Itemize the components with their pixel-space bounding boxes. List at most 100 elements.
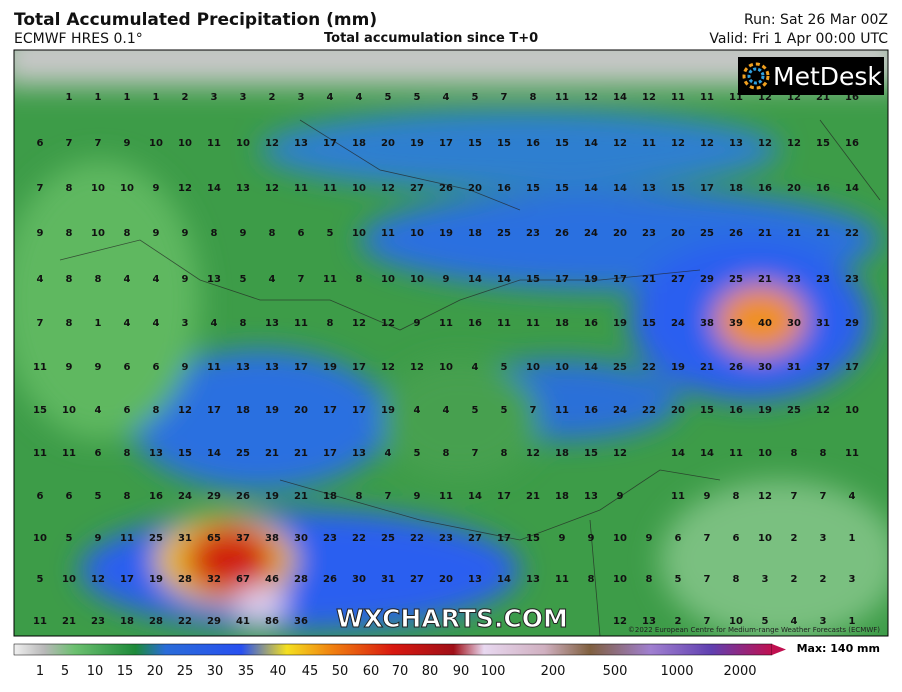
grid-value: 14 [468, 274, 482, 285]
grid-value: 14 [468, 491, 482, 502]
grid-value: 18 [555, 491, 569, 502]
colorbar-label: 100 [481, 664, 506, 679]
grid-value: 4 [472, 362, 479, 373]
grid-value: 1 [849, 616, 856, 627]
colorbar-label: 35 [238, 664, 255, 679]
grid-value: 3 [211, 92, 218, 103]
grid-value: 67 [236, 574, 250, 585]
grid-value: 12 [787, 92, 801, 103]
grid-value: 22 [845, 228, 859, 239]
grid-value: 18 [468, 228, 482, 239]
grid-value: 21 [642, 274, 656, 285]
grid-value: 7 [820, 491, 827, 502]
grid-value: 27 [671, 274, 685, 285]
grid-value: 1 [153, 92, 160, 103]
grid-value: 4 [95, 405, 102, 416]
grid-value: 9 [559, 533, 566, 544]
grid-value: 13 [729, 138, 743, 149]
grid-value: 29 [845, 318, 859, 329]
map-field [14, 50, 888, 636]
grid-value: 17 [700, 183, 714, 194]
grid-value: 20 [381, 138, 395, 149]
colorbar-label: 2000 [723, 664, 756, 679]
grid-value: 23 [816, 274, 830, 285]
grid-value: 23 [526, 228, 540, 239]
grid-value: 12 [787, 138, 801, 149]
grid-value: 13 [526, 574, 540, 585]
grid-value: 14 [497, 574, 511, 585]
grid-value: 10 [758, 533, 772, 544]
grid-value: 19 [671, 362, 685, 373]
grid-value: 25 [787, 405, 801, 416]
grid-value: 31 [816, 318, 830, 329]
grid-value: 6 [37, 138, 44, 149]
grid-value: 8 [733, 491, 740, 502]
grid-value: 17 [120, 574, 134, 585]
grid-value: 17 [352, 405, 366, 416]
grid-value: 20 [613, 228, 627, 239]
copyright: ©2022 European Centre for Medium-range W… [628, 626, 880, 634]
grid-value: 2 [182, 92, 189, 103]
grid-value: 9 [617, 491, 624, 502]
grid-value: 31 [381, 574, 395, 585]
grid-value: 2 [820, 574, 827, 585]
grid-value: 7 [704, 574, 711, 585]
grid-value: 1 [849, 533, 856, 544]
grid-value: 27 [410, 183, 424, 194]
grid-value: 9 [153, 183, 160, 194]
grid-value: 18 [352, 138, 366, 149]
grid-value: 11 [729, 92, 743, 103]
grid-value: 26 [439, 183, 453, 194]
grid-value: 16 [845, 92, 859, 103]
title: Total Accumulated Precipitation (mm) [14, 10, 378, 30]
grid-value: 11 [439, 318, 453, 329]
grid-value: 14 [613, 183, 627, 194]
colorbar-label: 70 [392, 664, 409, 679]
grid-value: 4 [414, 405, 421, 416]
grid-value: 13 [236, 362, 250, 373]
grid-value: 10 [91, 183, 105, 194]
grid-value: 14 [613, 92, 627, 103]
grid-value: 13 [468, 574, 482, 585]
grid-value: 18 [323, 491, 337, 502]
colorbar-label: 80 [422, 664, 439, 679]
grid-value: 2 [791, 574, 798, 585]
grid-value: 12 [381, 318, 395, 329]
grid-value: 9 [124, 138, 131, 149]
grid-value: 10 [845, 405, 859, 416]
grid-value: 29 [207, 616, 221, 627]
grid-value: 3 [820, 616, 827, 627]
grid-value: 20 [671, 405, 685, 416]
run-label: Run: Sat 26 Mar 00Z [744, 12, 888, 28]
grid-value: 11 [120, 533, 134, 544]
grid-value: 16 [584, 318, 598, 329]
grid-value: 8 [153, 405, 160, 416]
grid-value: 16 [526, 138, 540, 149]
grid-value: 10 [410, 274, 424, 285]
grid-value: 7 [791, 491, 798, 502]
grid-value: 9 [95, 362, 102, 373]
grid-value: 12 [671, 138, 685, 149]
grid-value: 4 [385, 448, 392, 459]
grid-value: 19 [265, 405, 279, 416]
grid-value: 9 [182, 228, 189, 239]
grid-value: 23 [845, 274, 859, 285]
grid-value: 22 [352, 533, 366, 544]
colorbar-label: 1000 [660, 664, 693, 679]
grid-value: 10 [526, 362, 540, 373]
grid-value: 15 [33, 405, 47, 416]
grid-value: 10 [236, 138, 250, 149]
grid-value: 6 [298, 228, 305, 239]
grid-value: 21 [816, 228, 830, 239]
grid-value: 6 [37, 491, 44, 502]
grid-value: 14 [671, 448, 685, 459]
grid-value: 4 [443, 92, 450, 103]
grid-value: 23 [439, 533, 453, 544]
grid-value: 11 [33, 448, 47, 459]
grid-value: 5 [414, 92, 421, 103]
grid-value: 8 [124, 491, 131, 502]
grid-value: 8 [530, 92, 537, 103]
grid-value: 7 [37, 318, 44, 329]
grid-value: 21 [294, 448, 308, 459]
grid-value: 28 [294, 574, 308, 585]
